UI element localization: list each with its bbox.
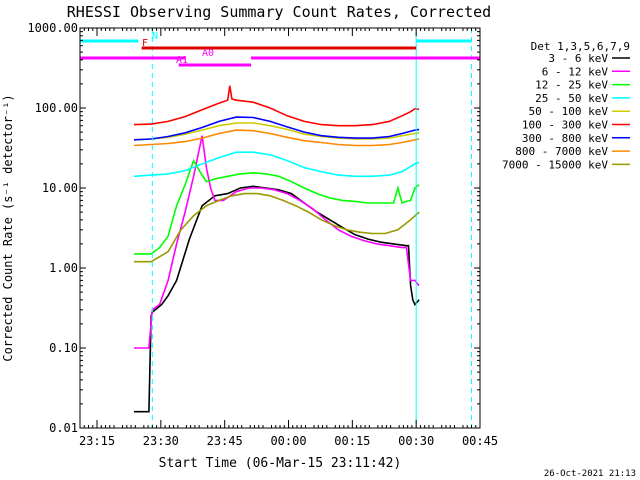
y-axis-label: Corrected Count Rate (s⁻¹ detector⁻¹) [1,94,15,361]
legend-label: 7000 - 15000 keV [502,158,608,171]
series-layer [133,85,420,413]
timestamp: 26-Oct-2021 21:13 [544,469,636,479]
series-line-100-300-kev [133,85,420,127]
plot-area: NF A0 A1 [79,27,481,429]
y-tick-label: 100.00 [35,101,78,115]
annotation-layer: NF A0 A1 [80,28,480,428]
state-label-f: F [142,38,148,49]
legend-title: Det 1,3,5,6,7,9 [531,40,630,53]
legend-label: 3 - 6 keV [548,52,608,65]
series-line-800-7000-kev [133,129,420,147]
legend-label: 6 - 12 keV [542,65,609,78]
y-tick-label: 0.01 [49,421,78,435]
axis-ticks: 0.01 0.10 1.00 10.00 100.00 1000.00 23:15 23:30… [27,21,498,448]
legend-label: 25 - 50 keV [535,92,608,105]
series-line-6-12-kev [134,135,420,349]
x-tick-label: 00:45 [462,434,498,448]
legend-label: 800 - 7000 keV [515,145,608,158]
y-tick-label: 1000.00 [27,21,78,35]
x-tick-label: 00:30 [398,434,434,448]
series-line-25-50-kev [133,151,420,178]
chart-title: RHESSI Observing Summary Count Rates, Co… [67,3,491,21]
y-tick-label: 1.00 [49,261,78,275]
series-line-12-25-kev [134,158,420,255]
x-tick-label: 00:00 [270,434,306,448]
x-axis-label: Start Time (06-Mar-15 23:11:42) [159,456,402,471]
legend-label: 300 - 800 keV [522,132,608,145]
state-label-n: N [152,31,158,42]
x-tick-label: 23:45 [207,434,243,448]
series-line-50-100-kev [133,122,420,141]
x-tick-label: 23:15 [79,434,115,448]
legend-label: 12 - 25 keV [535,79,608,92]
series-line-7000-15000-kev [134,192,420,263]
y-tick-label: 0.10 [49,341,78,355]
y-tick-label: 10.00 [42,181,78,195]
legend-label: 50 - 100 keV [529,105,609,118]
legend-label: 100 - 300 keV [522,119,608,132]
state-label-a1: A1 [176,55,188,66]
state-label-a0: A0 [202,48,214,59]
x-tick-label: 23:30 [143,434,179,448]
series-line-300-800-kev [133,116,420,141]
x-tick-label: 00:15 [334,434,370,448]
